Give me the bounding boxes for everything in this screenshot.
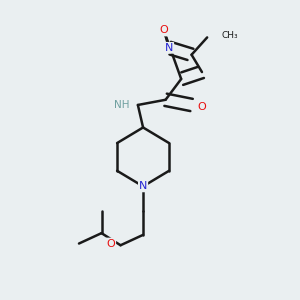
- Text: O: O: [106, 238, 115, 248]
- Text: N: N: [165, 43, 173, 53]
- Text: O: O: [160, 26, 168, 35]
- Text: CH₃: CH₃: [221, 31, 238, 40]
- Text: N: N: [139, 182, 147, 191]
- Text: NH: NH: [114, 100, 129, 110]
- Text: O: O: [198, 102, 206, 112]
